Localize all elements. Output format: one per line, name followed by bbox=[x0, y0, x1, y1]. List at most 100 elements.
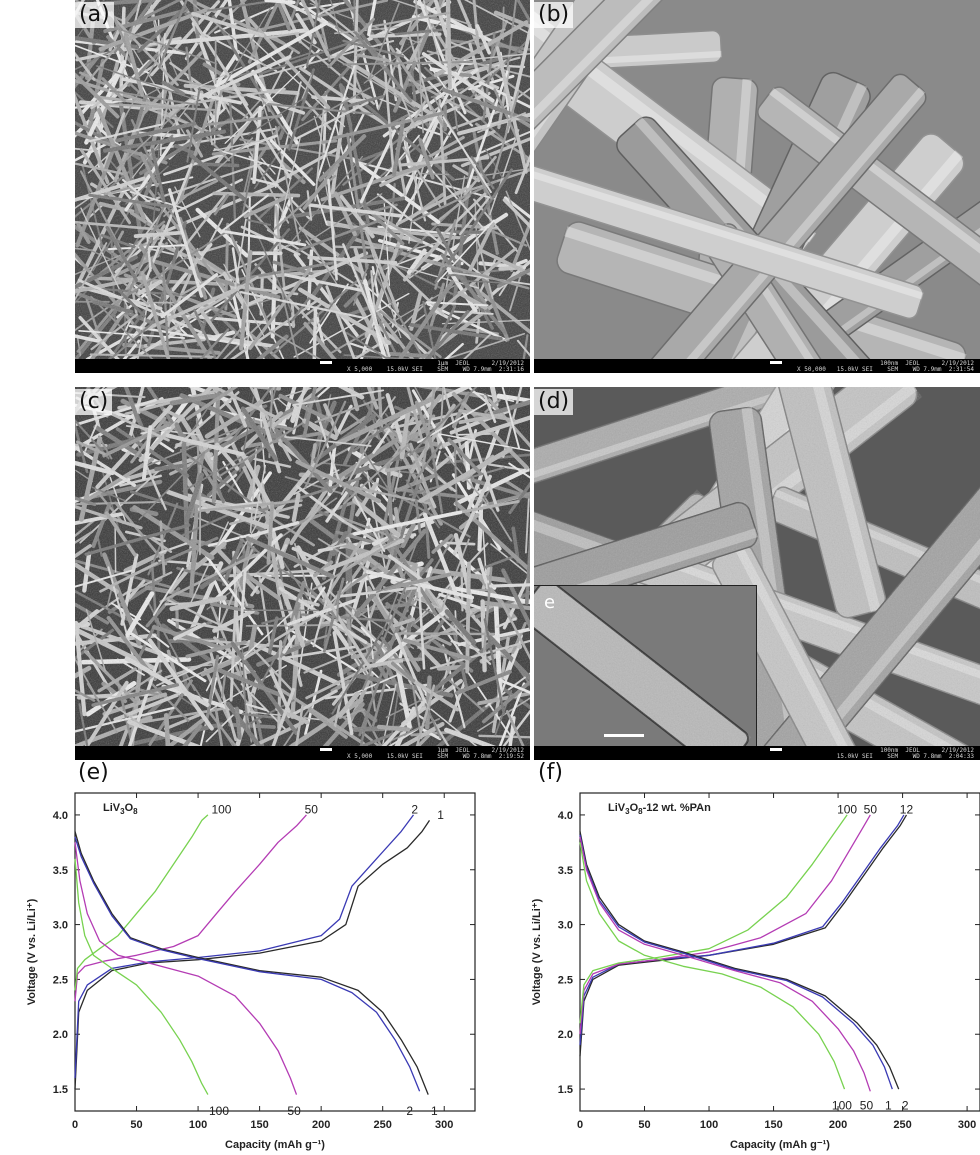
sem-inset-e: e bbox=[534, 585, 757, 746]
chart-f-discharge-charge: 0 50 100 150 200 250 3001.52.02.53.03.54.0Capa… bbox=[531, 792, 980, 1151]
series-line-charge-2 bbox=[74, 814, 415, 1079]
series-label: 2 bbox=[902, 1099, 909, 1113]
sem-panel-b: 100nm JEOL 2/19/2012 X 50,000 15.0kV SEI… bbox=[534, 0, 980, 373]
series-label: 100 bbox=[832, 1099, 852, 1113]
series-line-discharge-2 bbox=[74, 836, 421, 1092]
scale-bar-text: 15.0kV SEI SEM WD 7.8mm 2:04:33 bbox=[836, 753, 974, 760]
chart-title: LiV3O8-12 wt. %PAn bbox=[608, 802, 711, 816]
series-line-discharge-50 bbox=[74, 842, 298, 1095]
scale-bar-a: 1μm JEOL 2/19/2012 X 5,000 15.0kV SEI SE… bbox=[75, 359, 530, 373]
series-label: 50 bbox=[305, 802, 319, 816]
y-axis-label: Voltage (V vs. Li/Li⁺) bbox=[26, 898, 38, 1005]
x-tick-label: 200 bbox=[312, 1119, 330, 1131]
series-label: 1 bbox=[885, 1099, 892, 1113]
y-tick-label: 2.0 bbox=[558, 1029, 573, 1041]
series-label: 2 bbox=[411, 802, 418, 816]
x-tick-label: 50 bbox=[638, 1119, 650, 1131]
y-tick-label: 2.5 bbox=[558, 974, 573, 986]
x-tick-label: 200 bbox=[829, 1119, 847, 1131]
scale-bar-text: 1μm JEOL 2/19/2012 bbox=[437, 360, 524, 367]
x-tick-label: 100 bbox=[700, 1119, 718, 1131]
series-line-discharge-2 bbox=[579, 831, 900, 1090]
x-axis-label: Capacity (mAh g⁻¹) bbox=[225, 1139, 325, 1151]
y-tick-label: 3.5 bbox=[53, 865, 68, 877]
y-tick-label: 3.0 bbox=[558, 920, 573, 932]
x-tick-label: 0 bbox=[72, 1119, 78, 1131]
x-tick-label: 250 bbox=[893, 1119, 911, 1131]
series-label: 50 bbox=[864, 802, 878, 816]
panel-label-f: (f) bbox=[538, 760, 563, 785]
series-line-charge-unlabeled bbox=[579, 814, 905, 1046]
series-label: 50 bbox=[860, 1099, 874, 1113]
sem-rod bbox=[534, 387, 797, 547]
y-tick-label: 3.5 bbox=[558, 865, 573, 877]
series-label: 100 bbox=[211, 802, 231, 816]
plot-frame bbox=[579, 792, 980, 1112]
y-tick-label: 4.0 bbox=[53, 810, 68, 822]
sem-image-b bbox=[534, 0, 980, 360]
panel-label-d: (d) bbox=[534, 389, 574, 415]
y-tick-label: 2.5 bbox=[53, 974, 68, 986]
y-tick-label: 4.0 bbox=[558, 810, 573, 822]
sem-rod bbox=[764, 387, 889, 621]
scale-bar-text: X 5,000 15.0kV SEI SEM WD 7.9mm 2:31:16 bbox=[346, 366, 524, 373]
x-tick-label: 0 bbox=[577, 1119, 583, 1131]
series-line-charge-100 bbox=[579, 814, 848, 1024]
sem-image-a bbox=[75, 0, 530, 360]
scale-bar-b: 100nm JEOL 2/19/2012 X 50,000 15.0kV SEI… bbox=[534, 359, 980, 373]
scale-bar-text: 100nm JEOL 2/19/2012 bbox=[880, 360, 974, 367]
sem-image-c bbox=[75, 387, 530, 747]
panel-label-a: (a) bbox=[75, 2, 114, 28]
sem-inset-image bbox=[534, 586, 756, 746]
sem-panel-c: 1μm JEOL 2/19/2012 X 5,000 15.0kV SEI SE… bbox=[75, 387, 530, 760]
scale-bar-c: 1μm JEOL 2/19/2012 X 5,000 15.0kV SEI SE… bbox=[75, 746, 530, 760]
series-label: 50 bbox=[287, 1104, 301, 1118]
sem-rod bbox=[534, 127, 924, 320]
sem-rod bbox=[747, 387, 980, 747]
scale-bar-text: X 50,000 15.0kV SEI SEM WD 7.9mm 2:31:54 bbox=[796, 366, 974, 373]
series-line-charge-50 bbox=[74, 814, 307, 1002]
series-line-discharge-1 bbox=[579, 834, 893, 1090]
series-label: 2 bbox=[406, 1104, 413, 1118]
series-label: 12 bbox=[900, 802, 914, 816]
series-line-charge-100 bbox=[74, 814, 209, 991]
series-line-discharge-1 bbox=[74, 831, 429, 1095]
panel-label-e: (e) bbox=[78, 760, 109, 785]
series-line-discharge-100 bbox=[74, 858, 209, 1095]
x-tick-label: 150 bbox=[764, 1119, 782, 1131]
sem-rod bbox=[534, 0, 766, 229]
series-line-charge-50 bbox=[579, 814, 871, 1035]
series-line-charge-1 bbox=[74, 820, 431, 1090]
series-line-discharge-50 bbox=[579, 836, 871, 1092]
chart-e-discharge-charge: 0 50 100 150 200 250 3001.52.02.53.03.54.0Capa… bbox=[26, 792, 476, 1151]
series-label: 100 bbox=[837, 802, 857, 816]
panel-label-b: (b) bbox=[534, 2, 574, 28]
x-tick-label: 150 bbox=[250, 1119, 268, 1131]
series-label: 100 bbox=[209, 1104, 229, 1118]
scale-bar-text: X 5,000 15.0kV SEI SEM WD 7.8mm 2:19:52 bbox=[346, 753, 524, 760]
x-tick-label: 300 bbox=[435, 1119, 453, 1131]
sem-panel-a: 1μm JEOL 2/19/2012 X 5,000 15.0kV SEI SE… bbox=[75, 0, 530, 373]
scale-bar-text: 100nm JEOL 2/19/2012 bbox=[880, 747, 974, 754]
plot-frame bbox=[74, 792, 476, 1112]
y-tick-label: 2.0 bbox=[53, 1029, 68, 1041]
series-label: 1 bbox=[437, 808, 444, 822]
y-axis-label: Voltage (V vs. Li/Li⁺) bbox=[531, 898, 543, 1005]
series-line-charge-12 bbox=[579, 814, 908, 1057]
sem-rod bbox=[534, 586, 752, 746]
x-tick-label: 100 bbox=[189, 1119, 207, 1131]
series-line-discharge-100 bbox=[579, 842, 846, 1090]
y-tick-label: 3.0 bbox=[53, 920, 68, 932]
sem-panel-d: e 100nm JEOL 2/19/2012 15.0kV SEI SEM WD… bbox=[534, 387, 980, 760]
sem-rod bbox=[757, 86, 980, 313]
inset-label-e: e bbox=[544, 592, 556, 613]
x-tick-label: 50 bbox=[130, 1119, 142, 1131]
panel-label-c: (c) bbox=[75, 389, 113, 415]
x-tick-label: 300 bbox=[958, 1119, 976, 1131]
scale-bar-d: 100nm JEOL 2/19/2012 15.0kV SEI SEM WD 7… bbox=[534, 746, 980, 760]
y-tick-label: 1.5 bbox=[53, 1084, 68, 1096]
scale-bar-text: 1μm JEOL 2/19/2012 bbox=[437, 747, 524, 754]
series-label: 1 bbox=[431, 1104, 438, 1118]
y-tick-label: 1.5 bbox=[558, 1084, 573, 1096]
x-tick-label: 250 bbox=[374, 1119, 392, 1131]
